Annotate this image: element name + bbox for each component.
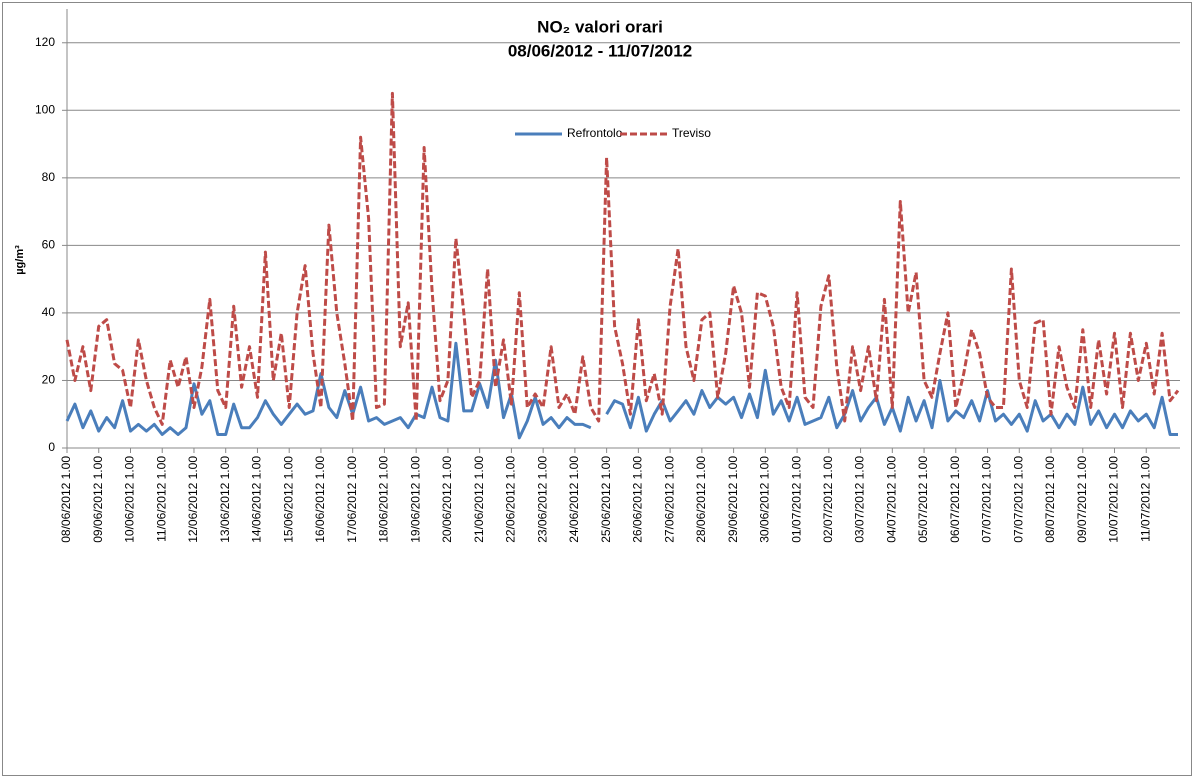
x-tick-label: 08/06/2012 1.00 bbox=[59, 456, 73, 543]
x-tick-label: 13/06/2012 1.00 bbox=[218, 456, 232, 543]
legend-label: Treviso bbox=[672, 126, 711, 140]
x-tick-label: 23/06/2012 1.00 bbox=[535, 456, 549, 543]
x-tick-label: 30/06/2012 1.00 bbox=[758, 456, 772, 543]
y-tick-label: 80 bbox=[42, 170, 56, 184]
x-tick-label: 21/06/2012 1.00 bbox=[472, 456, 486, 543]
x-tick-label: 14/06/2012 1.00 bbox=[250, 456, 264, 543]
x-tick-label: 09/07/2012 1.00 bbox=[1075, 456, 1089, 543]
x-tick-label: 06/07/2012 1.00 bbox=[948, 456, 962, 543]
x-tick-label: 11/06/2012 1.00 bbox=[154, 456, 168, 542]
x-tick-label: 22/06/2012 1.00 bbox=[504, 456, 518, 543]
data-line bbox=[65, 91, 1180, 426]
x-tick-label: 10/06/2012 1.00 bbox=[123, 456, 137, 543]
x-tick-label: 28/06/2012 1.00 bbox=[694, 456, 708, 543]
y-axis-label: µg/m³ bbox=[14, 245, 26, 275]
x-tick-label: 08/07/2012 1.00 bbox=[1043, 456, 1057, 543]
y-tick-label: 100 bbox=[35, 102, 55, 116]
x-tick-label: 24/06/2012 1.00 bbox=[567, 456, 581, 543]
x-tick-label: 11/07/2012 1.00 bbox=[1138, 456, 1152, 542]
x-tick-label: 12/06/2012 1.00 bbox=[186, 456, 200, 543]
legend-label: Refrontolo bbox=[567, 126, 623, 140]
x-tick-label: 26/06/2012 1.00 bbox=[631, 456, 645, 543]
x-tick-label: 18/06/2012 1.00 bbox=[377, 456, 391, 543]
x-tick-label: 20/06/2012 1.00 bbox=[440, 456, 454, 543]
x-tick-label: 27/06/2012 1.00 bbox=[662, 456, 676, 543]
y-tick-label: 120 bbox=[35, 35, 55, 49]
chart-subtitle: 08/06/2012 - 11/07/2012 bbox=[508, 41, 692, 60]
x-tick-label: 05/07/2012 1.00 bbox=[916, 456, 930, 543]
y-tick-label: 0 bbox=[48, 440, 55, 454]
x-tick-label: 17/06/2012 1.00 bbox=[345, 456, 359, 543]
x-tick-label: 29/06/2012 1.00 bbox=[726, 456, 740, 543]
chart-title: NO₂ valori orari bbox=[537, 17, 663, 36]
y-tick-label: 20 bbox=[42, 373, 56, 387]
x-tick-label: 02/07/2012 1.00 bbox=[821, 456, 835, 543]
x-tick-label: 25/06/2012 1.00 bbox=[599, 456, 613, 543]
x-tick-label: 19/06/2012 1.00 bbox=[408, 456, 422, 543]
x-tick-label: 07/07/2012 1.00 bbox=[1011, 456, 1025, 543]
x-tick-label: 07/07/2012 1.00 bbox=[980, 456, 994, 543]
x-tick-label: 04/07/2012 1.00 bbox=[884, 456, 898, 543]
x-tick-label: 01/07/2012 1.00 bbox=[789, 456, 803, 543]
y-tick-label: 40 bbox=[42, 305, 56, 319]
y-tick-label: 60 bbox=[42, 238, 56, 252]
x-tick-label: 10/07/2012 1.00 bbox=[1107, 456, 1121, 543]
x-tick-label: 03/07/2012 1.00 bbox=[853, 456, 867, 543]
x-tick-label: 09/06/2012 1.00 bbox=[91, 456, 105, 543]
x-tick-label: 16/06/2012 1.00 bbox=[313, 456, 327, 543]
x-tick-label: 15/06/2012 1.00 bbox=[281, 456, 295, 543]
